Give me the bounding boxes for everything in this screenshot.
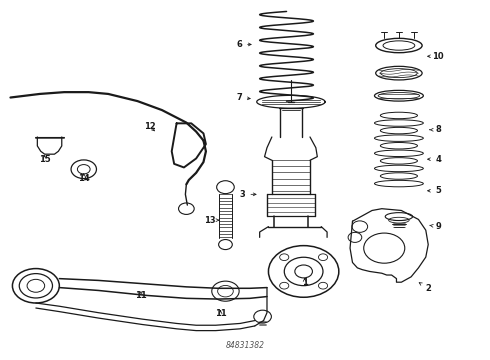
- Text: 1: 1: [302, 278, 308, 287]
- Text: 12: 12: [144, 122, 156, 131]
- Text: 11: 11: [135, 291, 147, 300]
- Text: 15: 15: [39, 155, 50, 164]
- Text: 11: 11: [215, 309, 226, 318]
- Text: 2: 2: [419, 283, 431, 293]
- Text: 3: 3: [240, 190, 256, 199]
- Text: 5: 5: [428, 186, 441, 195]
- Text: 7: 7: [236, 93, 250, 102]
- Text: 4: 4: [428, 155, 441, 164]
- Text: 14: 14: [78, 174, 90, 183]
- Text: 9: 9: [430, 222, 441, 231]
- Text: 8: 8: [430, 125, 441, 134]
- Text: 13: 13: [204, 216, 219, 225]
- Text: 84831382: 84831382: [225, 341, 265, 350]
- Text: 10: 10: [428, 52, 444, 61]
- Text: 6: 6: [236, 40, 251, 49]
